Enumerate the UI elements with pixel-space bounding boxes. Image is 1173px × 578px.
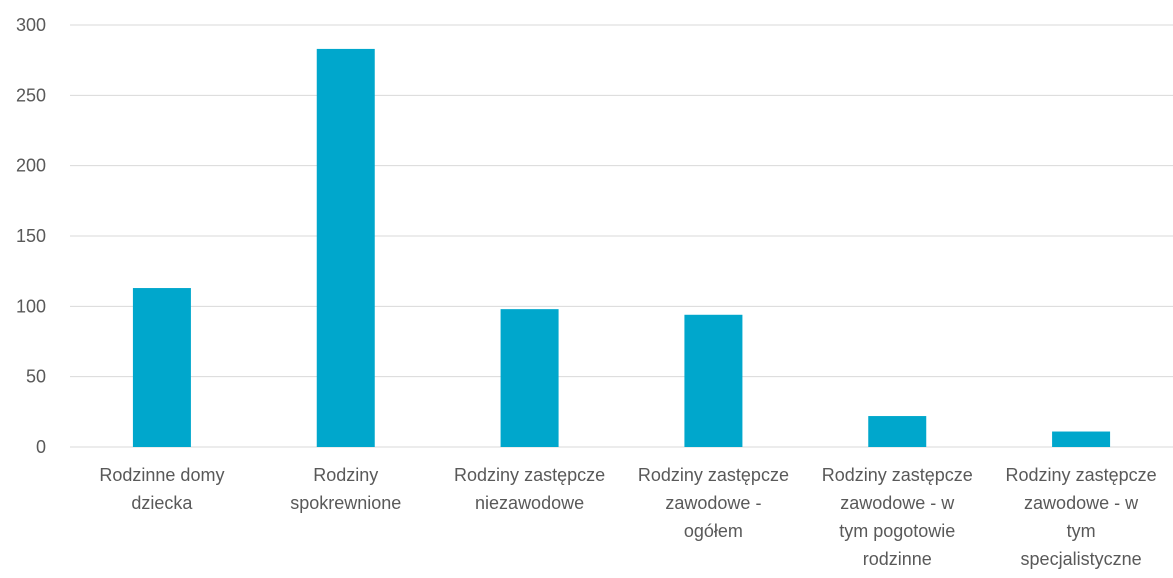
bar: [316, 48, 375, 448]
category-label-line: tym: [1067, 521, 1096, 541]
category-label-line: Rodziny zastępcze: [1006, 465, 1157, 485]
category-label: Rodziny spokrewnione: [290, 465, 401, 513]
y-tick-label: 200: [16, 156, 46, 176]
y-axis-ticks: 0 50 100 150 200 250 300: [16, 15, 46, 457]
category-label: Rodzinne domy dziecka: [99, 465, 224, 513]
category-label-line: ogółem: [684, 521, 743, 541]
y-tick-label: 250: [16, 85, 46, 105]
category-label-line: niezawodowe: [475, 493, 584, 513]
bars: [132, 48, 1111, 448]
y-tick-label: 300: [16, 15, 46, 35]
category-label: Rodziny zastępcze niezawodowe: [454, 465, 605, 513]
category-label-line: dziecka: [131, 493, 193, 513]
category-label: Rodziny zastępcze zawodowe - ogółem: [638, 465, 789, 541]
y-tick-label: 100: [16, 296, 46, 316]
bar: [868, 416, 927, 447]
bar: [132, 288, 191, 447]
category-label-line: specjalistyczne: [1021, 549, 1142, 569]
category-label-line: tym pogotowie: [839, 521, 955, 541]
bar: [1052, 431, 1111, 447]
category-label-line: Rodziny zastępcze: [454, 465, 605, 485]
category-label-line: Rodzinne domy: [99, 465, 224, 485]
category-label-line: Rodziny zastępcze: [638, 465, 789, 485]
category-label: Rodziny zastępcze zawodowe - w tym specjali…: [1006, 465, 1157, 569]
bar: [500, 309, 559, 447]
category-label-line: zawodowe -: [665, 493, 761, 513]
gridlines: [70, 24, 1173, 448]
y-tick-label: 50: [26, 367, 46, 387]
category-label: Rodziny zastępcze zawodowe - w tym pogotow…: [822, 465, 973, 569]
category-label-line: Rodziny zastępcze: [822, 465, 973, 485]
y-tick-label: 0: [36, 437, 46, 457]
category-label-line: spokrewnione: [290, 493, 401, 513]
bar: [684, 314, 743, 447]
category-label-line: zawodowe - w: [840, 493, 955, 513]
category-label-line: zawodowe - w: [1024, 493, 1139, 513]
y-tick-label: 150: [16, 226, 46, 246]
category-label-line: Rodziny: [313, 465, 378, 485]
category-label-line: rodzinne: [863, 549, 932, 569]
